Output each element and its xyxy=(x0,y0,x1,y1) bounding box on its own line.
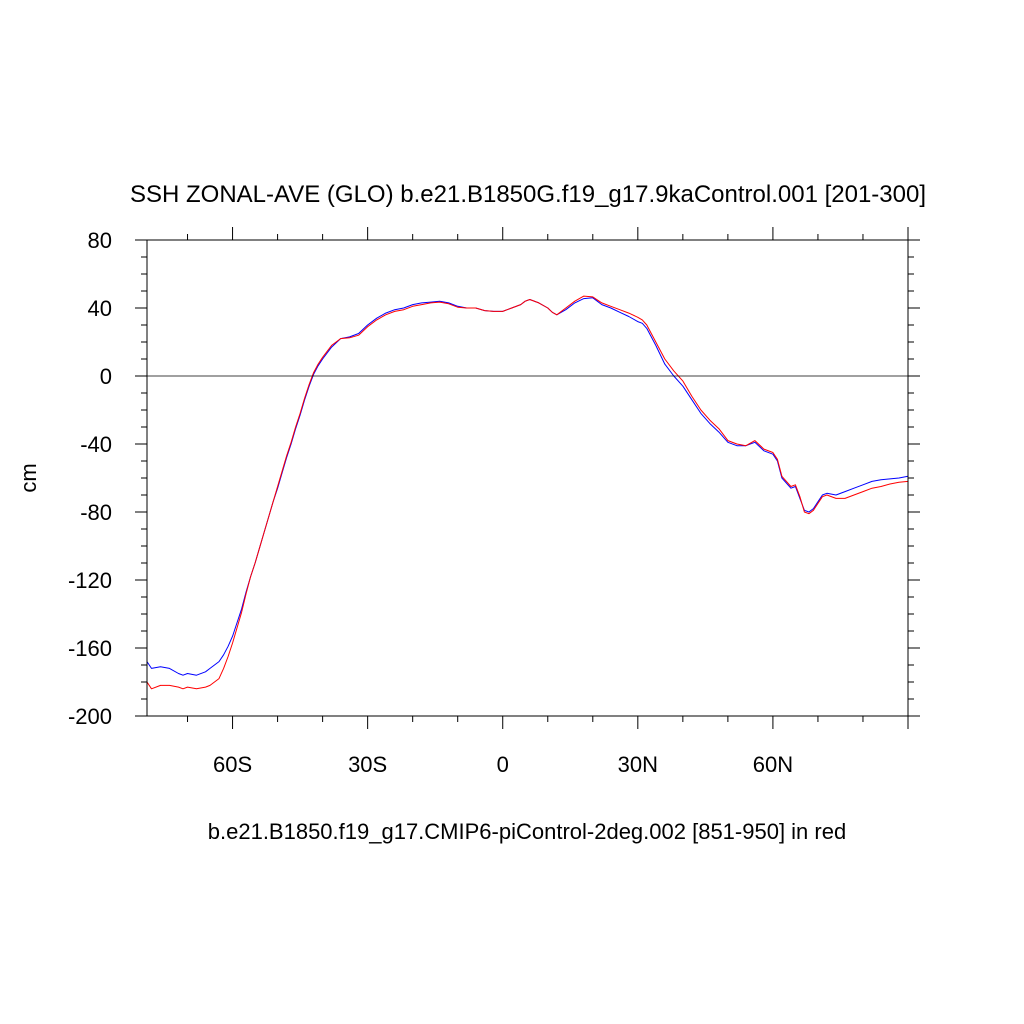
chart-title: SSH ZONAL-AVE (GLO) b.e21.B1850G.f19_g17… xyxy=(130,181,926,208)
y-axis: 80 40 0 -40 -80 -120 -160 -200 xyxy=(68,228,920,729)
y-tick-label: 40 xyxy=(88,296,112,321)
x-axis: 60S 30S 0 30N 60N xyxy=(187,227,909,777)
series-line-red xyxy=(146,295,909,690)
x-tick-label: 60S xyxy=(213,752,252,777)
y-tick-label: -160 xyxy=(68,636,112,661)
y-tick-label: -40 xyxy=(80,432,112,457)
y-axis-label: cm xyxy=(16,463,41,492)
y-tick-label: -120 xyxy=(68,568,112,593)
y-tick-label: -80 xyxy=(80,500,112,525)
series-group xyxy=(146,295,909,690)
x-tick-label: 60N xyxy=(753,752,793,777)
x-tick-label: 30N xyxy=(618,752,658,777)
y-tick-label: 0 xyxy=(100,364,112,389)
y-tick-label: -200 xyxy=(68,704,112,729)
y-tick-label: 80 xyxy=(88,228,112,253)
x-tick-label: 0 xyxy=(497,752,509,777)
x-tick-label: 30S xyxy=(348,752,387,777)
x-axis-label: b.e21.B1850.f19_g17.CMIP6-piControl-2deg… xyxy=(208,819,846,844)
plot-area xyxy=(146,295,909,690)
